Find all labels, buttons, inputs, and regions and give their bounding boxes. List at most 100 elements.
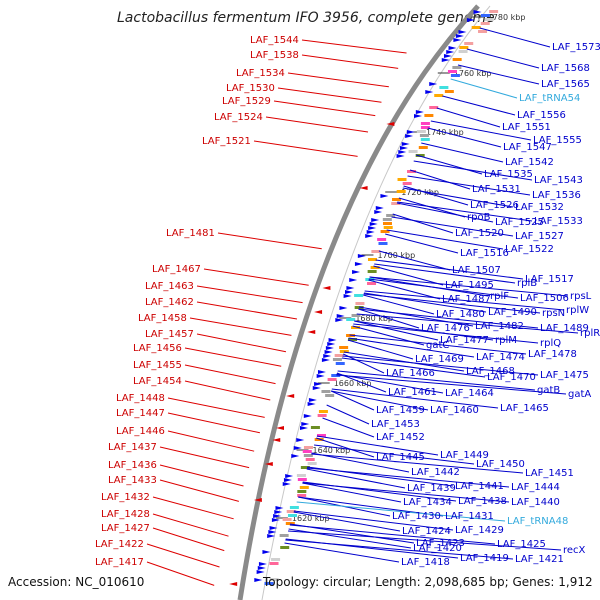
gene-arrow-forward [268,530,277,534]
right-leader-line [378,250,451,271]
right-leader-line [356,313,579,334]
gene-arrow-forward [398,150,407,154]
right-leader-line [293,511,401,532]
left-leader-line [152,513,229,537]
gene-arrow-forward [441,58,450,62]
right-leader-line [392,213,454,234]
gene-arrow-forward [293,446,302,450]
right-gene-label: gatB [537,385,560,396]
right-gene-label: LAF_1464 [445,388,494,399]
gene-arrow-forward [296,438,305,442]
right-gene-label: LAF_1424 [402,526,451,537]
right-leader-line [403,185,469,206]
gene-arrow-forward [455,34,464,38]
left-leader-line [159,446,250,469]
right-gene-label: LAF_1522 [505,244,554,255]
right-leader-line [349,334,527,355]
gene-arrow-forward [316,374,325,378]
gene-feature [287,514,297,517]
right-leader-line [288,530,562,551]
gene-feature [370,266,380,269]
right-gene-label: LAF_1449 [440,450,489,461]
right-leader-line [284,542,400,563]
right-leader-line [421,142,504,163]
gene-feature [459,46,469,49]
gene-feature [286,510,296,513]
ruler-tick-label: 1640 kbp [313,446,351,455]
right-gene-label: LAF_1520 [455,228,504,239]
gene-feature [434,94,444,97]
right-gene-label: LAF_1418 [401,557,450,568]
ruler-tick-label: 1620 kbp [292,514,330,523]
left-gene-label: LAF_1457 [145,329,194,340]
gene-feature [303,446,313,449]
gene-arrow-forward [346,286,355,290]
right-leader-line [479,27,551,48]
gene-feature [397,178,407,181]
gene-feature [378,242,388,245]
right-gene-label: LAF_1555 [533,135,582,146]
gene-arrow-forward [336,314,345,318]
left-leader-line [152,496,234,520]
right-gene-label: gatA [568,389,591,400]
gene-arrow-forward [307,402,316,406]
gene-arrow-forward [274,510,283,514]
gene-feature [367,282,377,285]
right-leader-line [457,64,540,85]
gene-arrow-reverse [253,498,262,502]
right-leader-line [316,435,439,456]
gene-feature [297,490,307,493]
gene-labels: LAF_1544 LAF_1538 LAF_1534 LAF_1530 LAF_1529… [95,35,600,568]
gene-arrow-forward [466,18,475,22]
left-gene-label: LAF_1433 [108,475,157,486]
left-gene-label: LAF_1428 [101,509,150,520]
gene-feature [355,302,365,305]
gene-feature [269,578,279,581]
right-gene-label: LAF_1517 [525,274,574,285]
gene-feature [367,270,377,273]
ruler-tick-label: 1680 kbp [355,314,393,323]
right-gene-label: LAF_1525 [495,217,544,228]
right-leader-line [402,187,514,208]
right-leader-line [363,293,541,314]
gene-feature [339,350,349,353]
right-gene-label: LAF_1423 [416,538,465,549]
left-leader-line [146,561,215,586]
gene-feature [317,414,327,417]
gene-arrow-reverse [229,582,238,586]
right-gene-label: LAF_1527 [515,231,564,242]
right-gene-label: LAF_1507 [452,265,501,276]
right-leader-line [375,259,524,280]
right-gene-label: LAF_1495 [445,280,494,291]
right-gene-label: LAF_1568 [541,63,590,74]
right-gene-label: LAF_1440 [511,497,560,508]
left-gene-label: LAF_1530 [226,83,275,94]
gene-feature [307,462,317,465]
right-gene-label: LAF_1439 [407,483,456,494]
gene-feature [377,238,387,241]
right-leader-line [397,201,533,222]
right-gene-label: LAF_1445 [376,452,425,463]
right-leader-line [331,388,499,409]
gene-feature [380,230,390,233]
gene-feature [282,518,292,521]
gene-feature [289,506,299,509]
gene-arrow-forward [380,194,389,198]
gene-feature [386,214,396,217]
gene-arrow-reverse [276,426,285,430]
right-gene-label: LAF_1480 [436,309,485,320]
gene-arrow-forward [335,318,344,322]
gene-arrow-reverse [286,394,295,398]
left-leader-line [184,364,276,385]
gene-arrow-forward [374,210,383,214]
gene-arrow-forward [324,350,333,354]
ruler-tick-label: 1660 kbp [334,379,372,388]
right-gene-label: LAF_1506 [520,293,569,304]
right-gene-label: LAF_1477 [440,335,489,346]
gene-arrow-forward [375,206,384,210]
gene-arrow-forward [415,110,424,114]
gene-arrow-reverse [386,122,395,126]
right-gene-label: LAF_1474 [476,352,525,363]
right-leader-line [311,452,410,473]
right-leader-line [430,120,532,141]
